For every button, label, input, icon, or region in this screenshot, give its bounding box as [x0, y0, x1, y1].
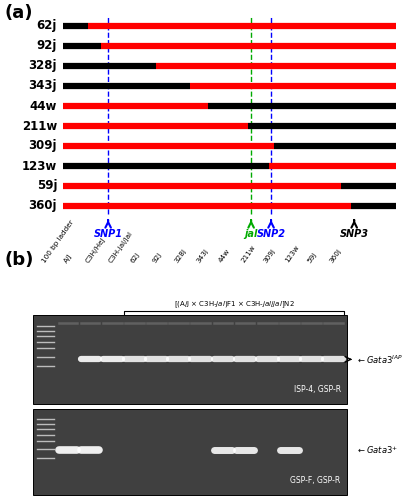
Text: A/J: A/J — [63, 252, 73, 264]
Text: 59j: 59j — [307, 251, 318, 264]
Text: $\leftarrow$$\it{Gata3}^{+}$: $\leftarrow$$\it{Gata3}^{+}$ — [356, 444, 398, 456]
Text: 328j: 328j — [174, 248, 188, 264]
Text: 309j: 309j — [29, 140, 57, 152]
Text: 44w: 44w — [30, 100, 57, 112]
Text: 92j: 92j — [152, 251, 163, 264]
Text: 360j: 360j — [329, 248, 343, 264]
Text: 100 bp ladder: 100 bp ladder — [41, 218, 75, 264]
Text: jal: jal — [244, 229, 258, 239]
Text: $\leftarrow$$\it{Gata3}^{\it{IAP}}$: $\leftarrow$$\it{Gata3}^{\it{IAP}}$ — [356, 353, 403, 366]
Text: 343j: 343j — [196, 248, 210, 264]
Text: (a): (a) — [4, 4, 33, 22]
Text: (b): (b) — [4, 251, 33, 269]
Text: [(A/J $\times$ C3H-$\it{jal}$)F1 $\times$ C3H-$\it{jal/jal}$]N2: [(A/J $\times$ C3H-$\it{jal}$)F1 $\times… — [173, 300, 295, 310]
Text: GSP-F, GSP-R: GSP-F, GSP-R — [290, 476, 341, 485]
Text: 44w: 44w — [218, 248, 232, 264]
Text: 62j: 62j — [37, 20, 57, 32]
Text: 123w: 123w — [284, 244, 301, 264]
Text: 343j: 343j — [29, 80, 57, 92]
Text: 328j: 328j — [29, 60, 57, 72]
Text: 309j: 309j — [262, 248, 276, 264]
Text: SNP1: SNP1 — [93, 229, 123, 239]
Bar — [33, 315, 347, 404]
Text: SNP2: SNP2 — [257, 229, 286, 239]
Text: 211w: 211w — [22, 120, 57, 132]
Text: 123w: 123w — [22, 160, 57, 172]
Text: SNP3: SNP3 — [340, 229, 369, 239]
Text: C3H/HeJ: C3H/HeJ — [85, 236, 107, 264]
Text: ISP-4, GSP-R: ISP-4, GSP-R — [293, 385, 341, 394]
Text: 92j: 92j — [37, 40, 57, 52]
Text: 211w: 211w — [240, 244, 256, 264]
Text: 62j: 62j — [129, 251, 141, 264]
Text: 59j: 59j — [37, 180, 57, 192]
Text: C3H-jal/jal: C3H-jal/jal — [107, 230, 133, 264]
Text: 360j: 360j — [29, 200, 57, 212]
Bar — [33, 409, 347, 495]
